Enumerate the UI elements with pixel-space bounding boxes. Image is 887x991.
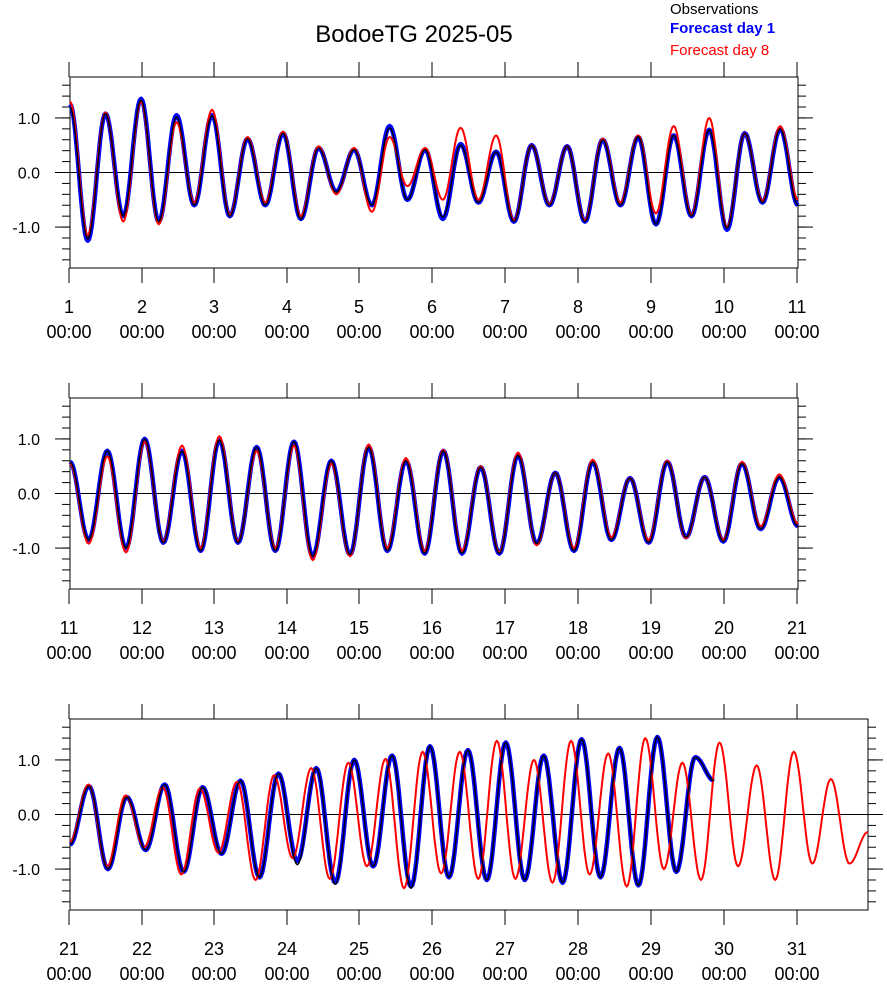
series-line-observations bbox=[69, 736, 715, 889]
x-tick-label-time: 00:00 bbox=[264, 964, 309, 984]
x-tick-label-time: 00:00 bbox=[482, 643, 527, 663]
x-tick-label-time: 00:00 bbox=[628, 322, 673, 342]
x-tick-label-day: 17 bbox=[495, 618, 515, 638]
x-tick-label-time: 00:00 bbox=[409, 643, 454, 663]
x-tick-label-day: 18 bbox=[568, 618, 588, 638]
x-tick-label-day: 2 bbox=[137, 297, 147, 317]
y-tick-label: 0.0 bbox=[18, 808, 40, 825]
x-tick-label-day: 1 bbox=[64, 297, 74, 317]
y-tick-label: 0.0 bbox=[18, 166, 40, 183]
x-tick-label-day: 27 bbox=[495, 939, 515, 959]
x-tick-label-time: 00:00 bbox=[119, 964, 164, 984]
x-tick-label-time: 00:00 bbox=[482, 964, 527, 984]
x-tick-label-day: 21 bbox=[787, 618, 807, 638]
x-tick-label-day: 14 bbox=[277, 618, 297, 638]
x-tick-label-day: 24 bbox=[277, 939, 297, 959]
x-tick-label-day: 26 bbox=[422, 939, 442, 959]
x-tick-label-day: 6 bbox=[427, 297, 437, 317]
x-tick-label-day: 23 bbox=[204, 939, 224, 959]
x-tick-label-day: 12 bbox=[132, 618, 152, 638]
x-tick-label-day: 15 bbox=[349, 618, 369, 638]
x-tick-label-time: 00:00 bbox=[191, 643, 236, 663]
x-tick-label-day: 9 bbox=[646, 297, 656, 317]
x-tick-label-day: 4 bbox=[282, 297, 292, 317]
x-tick-label-time: 00:00 bbox=[409, 322, 454, 342]
x-tick-label-time: 00:00 bbox=[46, 964, 91, 984]
x-tick-label-time: 00:00 bbox=[336, 643, 381, 663]
y-tick-label: 1.0 bbox=[18, 432, 40, 449]
x-tick-label-time: 00:00 bbox=[46, 643, 91, 663]
x-tick-label-time: 00:00 bbox=[555, 322, 600, 342]
legend: Observations Forecast day 1 Forecast day 8 bbox=[670, 1, 775, 59]
y-tick-label: -1.0 bbox=[12, 541, 40, 558]
x-tick-label-time: 00:00 bbox=[119, 643, 164, 663]
chart-panel-2: 1.0 0.0 -1.0 11 00:00 12 00:00 13 00:00 14 00:00 15… bbox=[12, 383, 820, 663]
x-tick-label-time: 00:00 bbox=[409, 964, 454, 984]
x-tick-label-time: 00:00 bbox=[774, 643, 819, 663]
x-tick-label-day: 3 bbox=[209, 297, 219, 317]
x-tick-label-time: 00:00 bbox=[774, 322, 819, 342]
x-tick-label-time: 00:00 bbox=[191, 322, 236, 342]
x-tick-label-day: 30 bbox=[714, 939, 734, 959]
chart-panel-1: 1.0 0.0 -1.0 1 00:00 2 00:00 3 00:00 4 00:00 5 00:00… bbox=[12, 62, 820, 342]
legend-entry-2: Forecast day 1 bbox=[670, 20, 775, 37]
series-line-observations bbox=[69, 99, 799, 240]
chart-title: BodoeTG 2025-05 bbox=[315, 21, 512, 48]
chart-panel-3: 1.0 0.0 -1.0 21 00:00 22 00:00 23 00:00 24 00:00 25… bbox=[12, 704, 883, 984]
x-tick-label-time: 00:00 bbox=[264, 643, 309, 663]
x-tick-label-time: 00:00 bbox=[191, 964, 236, 984]
x-tick-label-day: 19 bbox=[641, 618, 661, 638]
y-tick-label: 0.0 bbox=[18, 487, 40, 504]
x-tick-label-time: 00:00 bbox=[555, 964, 600, 984]
x-tick-label-day: 5 bbox=[354, 297, 364, 317]
x-tick-label-day: 11 bbox=[788, 297, 807, 317]
x-tick-label-time: 00:00 bbox=[264, 322, 309, 342]
x-tick-label-time: 00:00 bbox=[628, 964, 673, 984]
legend-entry-1: Observations bbox=[670, 1, 758, 18]
x-tick-label-day: 25 bbox=[349, 939, 369, 959]
x-tick-label-time: 00:00 bbox=[119, 322, 164, 342]
x-tick-label-time: 00:00 bbox=[482, 322, 527, 342]
x-tick-label-time: 00:00 bbox=[701, 964, 746, 984]
x-tick-label-time: 00:00 bbox=[555, 643, 600, 663]
x-tick-label-time: 00:00 bbox=[336, 964, 381, 984]
series-line-observations bbox=[69, 438, 799, 557]
y-tick-label: -1.0 bbox=[12, 220, 40, 237]
x-tick-label-day: 10 bbox=[714, 297, 734, 317]
x-tick-label-day: 29 bbox=[641, 939, 661, 959]
x-tick-label-day: 22 bbox=[132, 939, 152, 959]
x-tick-label-day: 31 bbox=[787, 939, 807, 959]
x-tick-label-day: 20 bbox=[714, 618, 734, 638]
x-tick-label-time: 00:00 bbox=[701, 643, 746, 663]
panels: 1.0 0.0 -1.0 1 00:00 2 00:00 3 00:00 4 00:00 5 00:00… bbox=[12, 62, 883, 984]
x-tick-label-time: 00:00 bbox=[774, 964, 819, 984]
x-tick-label-day: 28 bbox=[568, 939, 588, 959]
x-tick-label-day: 13 bbox=[204, 618, 224, 638]
x-tick-label-day: 7 bbox=[500, 297, 510, 317]
y-tick-label: 1.0 bbox=[18, 111, 40, 128]
x-tick-label-time: 00:00 bbox=[336, 322, 381, 342]
x-tick-label-day: 16 bbox=[422, 618, 442, 638]
series-line-forecast-day-8 bbox=[69, 737, 869, 890]
x-tick-label-time: 00:00 bbox=[701, 322, 746, 342]
x-tick-label-time: 00:00 bbox=[628, 643, 673, 663]
x-tick-label-day: 21 bbox=[59, 939, 79, 959]
x-tick-label-day: 8 bbox=[573, 297, 583, 317]
y-tick-label: 1.0 bbox=[18, 753, 40, 770]
y-tick-label: -1.0 bbox=[12, 862, 40, 879]
x-tick-label-time: 00:00 bbox=[46, 322, 91, 342]
x-tick-label-day: 11 bbox=[60, 618, 79, 638]
legend-entry-3: Forecast day 8 bbox=[670, 42, 769, 59]
